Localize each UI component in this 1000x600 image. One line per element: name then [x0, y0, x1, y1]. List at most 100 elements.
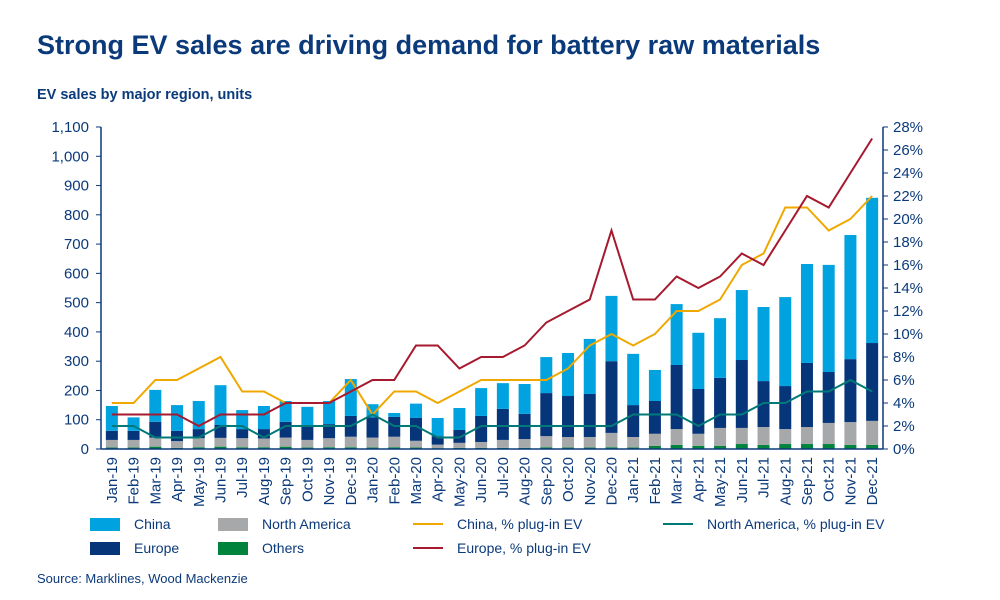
- left-tick-label: 100: [64, 412, 89, 429]
- bar-others: [279, 446, 292, 449]
- bar-north-america: [323, 438, 336, 448]
- bar-europe: [822, 372, 835, 423]
- bar-europe: [540, 393, 553, 437]
- x-tick-label: Aug-21: [777, 457, 794, 505]
- x-tick-label: Nov-21: [842, 457, 859, 505]
- x-tick-label: Apr-21: [690, 457, 707, 502]
- bar-china: [822, 264, 835, 373]
- chart-subtitle: EV sales by major region, units: [37, 87, 253, 103]
- bar-north-america: [236, 438, 249, 448]
- source-note: Source: Marklines, Wood Mackenzie: [37, 571, 248, 586]
- bar-china: [257, 405, 270, 430]
- bar-china: [692, 332, 705, 389]
- bar-china: [366, 404, 379, 418]
- right-tick-label: 2%: [893, 418, 915, 435]
- x-tick-label: Dec-20: [603, 457, 620, 505]
- line-china-plug-in-ev: [111, 195, 873, 417]
- bar-europe: [431, 436, 444, 445]
- bar-north-america: [409, 440, 422, 448]
- bar-others: [149, 446, 162, 449]
- bar-china: [605, 295, 618, 362]
- bar-china: [431, 417, 444, 437]
- x-tick-label: Feb-19: [126, 457, 143, 505]
- right-tick-label: 0%: [893, 441, 915, 458]
- bar-others: [192, 447, 205, 449]
- bar-others: [605, 447, 618, 449]
- bar-europe: [605, 361, 618, 433]
- bar-china: [214, 385, 227, 425]
- bar-north-america: [171, 441, 184, 448]
- right-tick-label: 18%: [893, 234, 923, 251]
- legend-label-china-pct: China, % plug-in EV: [457, 516, 583, 532]
- x-tick-label: Apr-20: [430, 457, 447, 502]
- bar-europe: [735, 360, 748, 428]
- bar-others: [822, 444, 835, 449]
- right-tick-label: 16%: [893, 257, 923, 274]
- bar-china: [171, 405, 184, 431]
- bar-europe: [192, 429, 205, 439]
- chart-title: Strong EV sales are driving demand for b…: [37, 30, 821, 60]
- x-tick-label: Jan-21: [625, 457, 642, 503]
- right-tick-label: 14%: [893, 280, 923, 297]
- bar-china: [648, 369, 661, 401]
- bar-others: [757, 444, 770, 449]
- bar-north-america: [388, 436, 401, 448]
- bar-china: [192, 400, 205, 430]
- bar-north-america: [366, 437, 379, 448]
- legend-north-america: North America: [218, 516, 351, 532]
- x-tick-label: Jul-21: [756, 457, 773, 498]
- bar-north-america: [583, 436, 596, 448]
- bar-north-america: [692, 433, 705, 446]
- legend-others: Others: [218, 540, 304, 556]
- line-europe-plug-in-ev: [111, 137, 873, 428]
- x-tick-label: Oct-19: [299, 457, 316, 502]
- bar-north-america: [670, 429, 683, 445]
- legend-line-china-pct: [413, 523, 443, 525]
- x-tick-label: Aug-20: [517, 457, 534, 505]
- right-tick-label: 10%: [893, 326, 923, 343]
- right-tick-label: 6%: [893, 372, 915, 389]
- bar-north-america: [214, 437, 227, 447]
- bar-others: [735, 444, 748, 449]
- bar-europe: [366, 417, 379, 438]
- bar-others: [800, 444, 813, 449]
- bar-europe: [236, 429, 249, 439]
- x-tick-label: Nov-19: [321, 457, 338, 505]
- bar-north-america: [301, 439, 314, 448]
- bar-others: [866, 444, 879, 449]
- x-tick-label: Jan-19: [104, 457, 121, 503]
- bar-europe: [475, 415, 488, 442]
- bar-north-america: [127, 439, 140, 448]
- x-tick-label: Jun-20: [473, 457, 490, 503]
- bar-europe: [301, 426, 314, 440]
- x-tick-label: May-19: [191, 457, 208, 507]
- bar-others: [844, 444, 857, 449]
- x-tick-label: Aug-19: [256, 457, 273, 505]
- bar-others: [388, 447, 401, 449]
- bar-north-america: [475, 441, 488, 448]
- bar-china: [583, 338, 596, 394]
- right-tick-label: 26%: [893, 142, 923, 159]
- bar-china: [627, 353, 640, 406]
- left-tick-label: 500: [64, 295, 89, 312]
- bar-north-america: [648, 433, 661, 446]
- x-tick-label: Mar-20: [408, 457, 425, 505]
- x-tick-label: Jul-20: [495, 457, 512, 498]
- left-tick-label: 1,000: [51, 148, 89, 165]
- legend-europe-pct: Europe, % plug-in EV: [413, 540, 591, 556]
- x-tick-label: Jul-19: [234, 457, 251, 498]
- x-tick-label: Jan-20: [365, 457, 382, 503]
- right-tick-label: 28%: [893, 119, 923, 136]
- bar-china: [279, 400, 292, 422]
- bar-north-america: [757, 427, 770, 445]
- bar-china: [540, 357, 553, 394]
- bar-china: [344, 379, 357, 416]
- bar-europe: [648, 400, 661, 434]
- bar-europe: [714, 377, 727, 428]
- bar-europe: [496, 408, 509, 440]
- bar-china: [866, 197, 879, 344]
- bar-europe: [670, 364, 683, 430]
- bar-north-america: [518, 439, 531, 448]
- bar-others: [540, 447, 553, 449]
